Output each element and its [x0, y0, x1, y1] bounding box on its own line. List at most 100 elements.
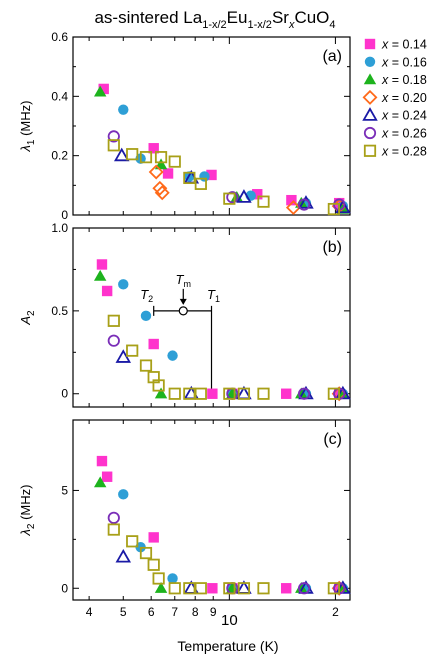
y-tick-label: 0.6: [51, 30, 68, 44]
legend-marker: [363, 73, 377, 85]
data-point: [148, 164, 164, 180]
x-tick-label: 9: [210, 605, 217, 619]
data-point: [281, 388, 292, 399]
data-point: [183, 171, 196, 185]
x-tick-label: 5: [120, 605, 127, 619]
data-point: [237, 387, 251, 400]
data-point: [107, 511, 120, 524]
series-014: [98, 83, 345, 209]
y-axis-label: λ2 (MHz): [18, 485, 37, 537]
data-point: [286, 194, 297, 206]
data-point: [93, 269, 107, 281]
legend-marker: [364, 56, 376, 67]
tm-label: Tm: [176, 272, 191, 289]
data-point: [139, 359, 153, 372]
chart-title: as-sintered La1-x/2Eu1-x/2SrxCuO4: [94, 8, 335, 31]
series-014: [96, 259, 345, 399]
data-point: [194, 582, 207, 595]
data-point: [152, 379, 165, 392]
data-point: [115, 548, 132, 563]
data-point: [298, 387, 311, 400]
legend-entry: x = 0.18: [363, 73, 427, 87]
t2-label: T2: [140, 287, 153, 304]
data-point: [107, 139, 120, 152]
panel-tag: (c): [323, 431, 342, 448]
series-028: [107, 523, 340, 595]
tm-arrowhead: [179, 298, 187, 305]
data-point: [226, 582, 239, 593]
data-point: [257, 387, 270, 400]
plot-frame: [72, 36, 351, 216]
data-point: [98, 83, 109, 95]
data-point: [183, 582, 196, 595]
legend-marker: [362, 89, 378, 105]
legend-entry: x = 0.20: [362, 89, 427, 105]
series-026: [107, 130, 346, 211]
data-point: [236, 189, 252, 203]
data-point: [167, 350, 178, 361]
legend-marker: [362, 107, 378, 121]
data-point: [148, 532, 159, 543]
y-tick-label: 0: [61, 208, 68, 222]
legend-label: x = 0.14: [381, 38, 427, 52]
data-point: [139, 151, 153, 164]
x-tick-label: 2: [332, 605, 339, 619]
x-tick-label: 4: [86, 605, 93, 619]
legend-label: x = 0.24: [381, 109, 427, 123]
data-point: [295, 582, 308, 593]
data-point: [126, 148, 139, 161]
panel-c: 0 5 4 5 6 7 8 9 10 2 (c) λ2 (MHz): [18, 419, 351, 629]
plot-frame: [72, 227, 351, 408]
series-028: [107, 139, 340, 216]
y-tick-label: 0: [61, 387, 68, 401]
series-018: [93, 269, 350, 399]
legend-marker: [363, 144, 377, 157]
panel-b: 0 0.5 1.0 (b) A2 Tm T2 T1: [18, 221, 351, 408]
data-point: [118, 489, 129, 500]
data-point: [107, 314, 120, 327]
data-point: [226, 191, 239, 204]
data-point: [118, 279, 129, 290]
data-point: [223, 582, 236, 595]
data-point: [126, 535, 139, 548]
data-point: [223, 192, 236, 205]
data-point: [154, 185, 170, 201]
data-point: [168, 387, 181, 400]
data-point: [252, 189, 263, 200]
x-tick-label: 7: [171, 605, 178, 619]
data-point: [237, 582, 251, 595]
data-point: [295, 387, 308, 399]
series-014: [96, 455, 345, 594]
data-point: [96, 455, 108, 467]
data-point: [154, 582, 168, 593]
x-tick-label: 6: [148, 605, 155, 619]
transition-annotation: Tm T2 T1: [140, 272, 220, 394]
y-tick-label: 5: [61, 483, 68, 497]
data-point: [327, 582, 340, 595]
data-point: [257, 582, 270, 595]
legend-marker: [364, 38, 376, 50]
data-point: [101, 471, 113, 482]
panel-a: 0 0.2 0.4 0.6 (a) λ1 (MHz): [18, 30, 351, 222]
legend: x = 0.14 x = 0.16 x = 0.18 x = 0.20 x = 0.24…: [362, 38, 427, 158]
panel-tag: (b): [322, 239, 342, 256]
data-point: [199, 171, 210, 182]
data-point: [298, 198, 311, 211]
data-point: [139, 546, 153, 560]
plot-frame: [72, 419, 351, 601]
data-point: [327, 202, 340, 216]
legend-label: x = 0.26: [381, 127, 427, 141]
data-point: [126, 344, 139, 357]
y-tick-label: 0.2: [51, 149, 68, 163]
data-point: [107, 523, 120, 536]
x-tick-label: 10: [221, 612, 238, 629]
data-point: [223, 387, 236, 400]
data-point: [257, 195, 270, 208]
data-point: [298, 582, 311, 595]
legend-entry: x = 0.14: [364, 38, 427, 52]
series-028: [107, 314, 340, 400]
data-point: [148, 143, 159, 154]
data-point: [206, 169, 217, 181]
series-016: [118, 104, 349, 212]
